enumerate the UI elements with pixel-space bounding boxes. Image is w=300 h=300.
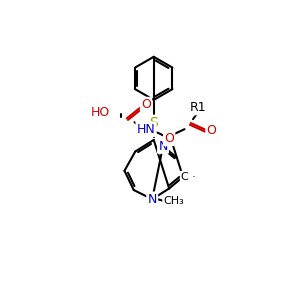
Text: O: O: [164, 132, 174, 145]
Text: CH₃: CH₃: [164, 196, 184, 206]
Text: N: N: [148, 193, 157, 206]
Text: HN: HN: [137, 123, 155, 136]
Text: N: N: [158, 140, 168, 153]
Text: O: O: [141, 98, 151, 111]
Text: C ·: C ·: [181, 172, 196, 182]
Text: HO: HO: [91, 106, 110, 119]
Text: R1: R1: [190, 101, 207, 114]
Text: S: S: [149, 116, 158, 130]
Text: O: O: [207, 124, 216, 137]
